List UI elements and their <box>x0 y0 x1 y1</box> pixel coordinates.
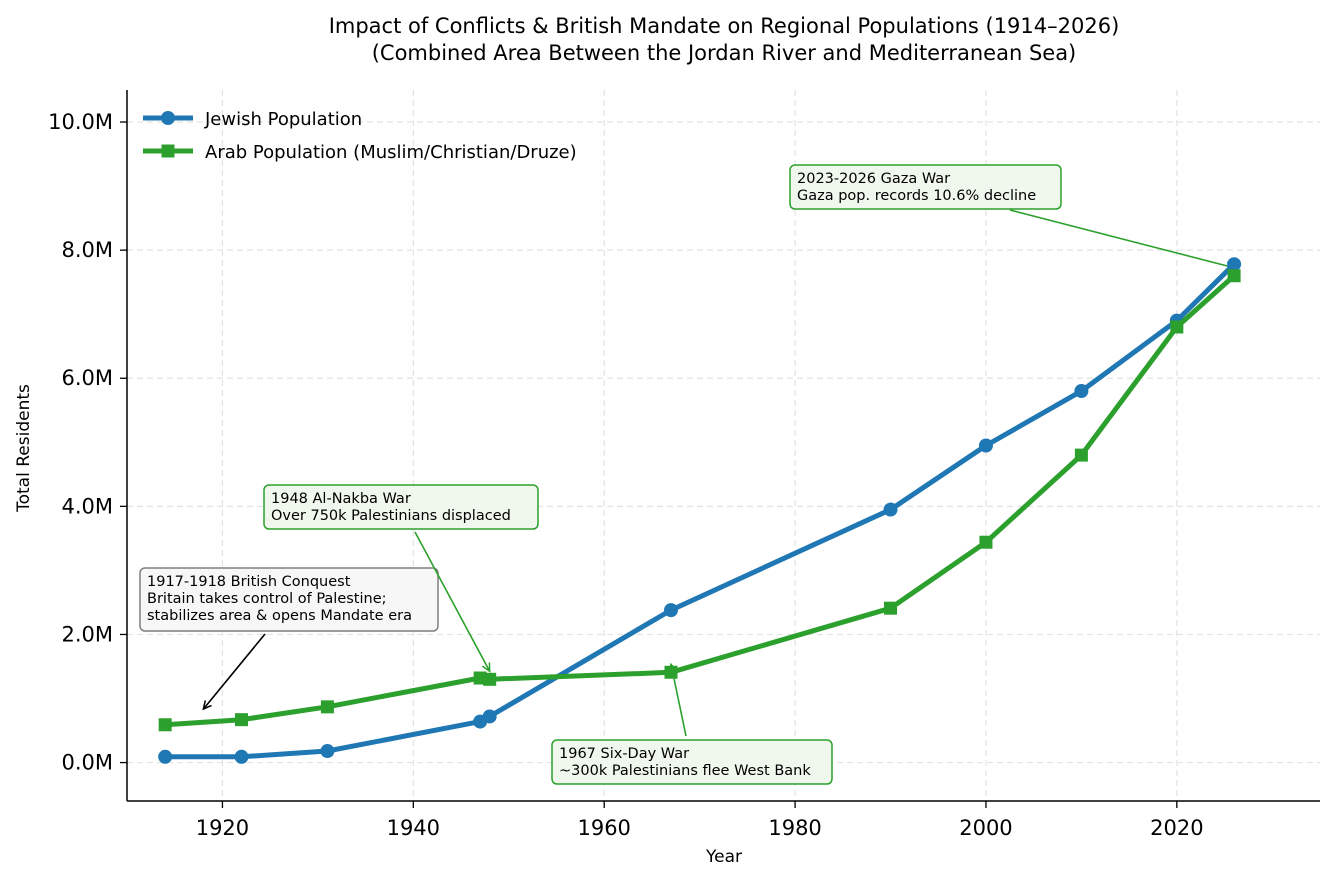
y-tick-label: 0.0M <box>61 751 113 775</box>
x-tick-label: 1980 <box>768 816 821 840</box>
data-point <box>320 700 334 714</box>
x-tick-label: 1940 <box>387 816 440 840</box>
legend-label-arab: Arab Population (Muslim/Christian/Druze) <box>205 142 577 163</box>
x-tick-label: 2020 <box>1150 816 1203 840</box>
legend-marker-jewish <box>161 111 175 125</box>
data-point <box>1227 269 1241 283</box>
data-point <box>1074 448 1088 462</box>
data-point <box>883 502 898 517</box>
annotation-arrow <box>203 633 266 709</box>
legend: Jewish Population Arab Population (Musli… <box>143 109 577 163</box>
data-point <box>1074 384 1089 399</box>
legend-label-jewish: Jewish Population <box>204 109 362 130</box>
y-tick-label: 6.0M <box>61 366 113 390</box>
data-point <box>483 672 497 686</box>
y-tick-label: 10.0M <box>48 110 113 134</box>
data-series <box>158 257 1242 764</box>
annotation-text: Gaza pop. records 10.6% decline <box>797 188 1036 204</box>
data-point <box>1170 320 1184 334</box>
data-point <box>664 665 678 679</box>
annotation-box <box>551 739 833 785</box>
annotation-text: 1948 Al-Nakba War <box>271 491 411 507</box>
chart-title: Impact of Conflicts & British Mandate on… <box>329 14 1120 38</box>
annotation-text: 1917-1918 British Conquest <box>147 574 351 590</box>
x-tick-label: 1920 <box>196 816 249 840</box>
data-point <box>1227 257 1242 272</box>
y-tick-label: 8.0M <box>61 238 113 262</box>
data-point <box>979 535 993 549</box>
annotation-text: ~300k Palestinians flee West Bank <box>559 763 811 779</box>
x-axis-label: Year <box>705 847 742 867</box>
data-point <box>158 749 173 764</box>
data-point <box>978 438 993 453</box>
y-tick-label: 4.0M <box>61 494 113 518</box>
axis-ticks: 1920 1940 1960 1980 2000 2020 0.0M 2.0M 4.0M 6.0M… <box>48 110 1203 840</box>
data-point <box>158 718 172 732</box>
annotation-text: 1967 Six-Day War <box>559 746 689 762</box>
annotation-2: 1967 Six-Day War~300k Palestinians flee … <box>551 664 833 785</box>
data-point <box>664 603 679 618</box>
chart-subtitle: (Combined Area Between the Jordan River … <box>372 41 1077 65</box>
data-point <box>320 744 335 759</box>
annotation-text: 2023-2026 Gaza War <box>797 171 950 187</box>
y-axis-label: Total Residents <box>14 384 34 513</box>
annotation-box <box>789 164 1062 210</box>
y-tick-label: 2.0M <box>61 622 113 646</box>
annotation-text: Over 750k Palestinians displaced <box>271 508 511 524</box>
legend-marker-arab <box>161 144 175 158</box>
x-tick-label: 2000 <box>959 816 1012 840</box>
annotation-arrow <box>414 531 490 671</box>
x-tick-label: 1960 <box>577 816 630 840</box>
data-point <box>234 749 249 764</box>
series-1 <box>158 269 1241 732</box>
data-point <box>482 709 497 724</box>
annotation-arrow <box>1009 209 1234 268</box>
grid-lines <box>127 90 1320 801</box>
data-point <box>884 601 898 615</box>
data-point <box>235 713 249 727</box>
annotation-text: stabilizes area & opens Mandate era <box>147 608 412 624</box>
annotation-box <box>263 484 539 530</box>
annotation-text: Britain takes control of Palestine; <box>147 591 387 607</box>
annotation-box <box>139 567 439 632</box>
